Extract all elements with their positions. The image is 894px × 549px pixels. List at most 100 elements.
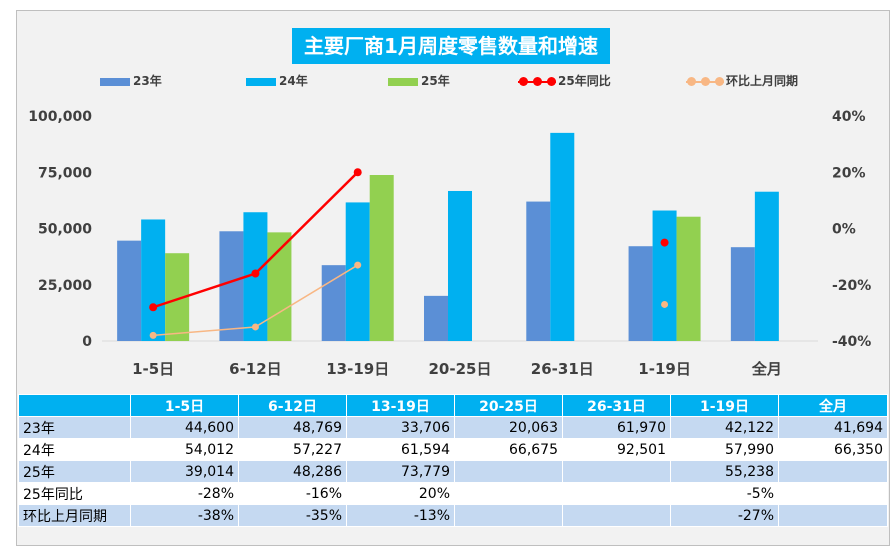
table-cell: 92,501 bbox=[562, 438, 671, 461]
bar-24年-全月 bbox=[754, 191, 779, 341]
bar-25年-13-19日 bbox=[369, 174, 394, 341]
table-cell: 48,769 bbox=[238, 416, 347, 439]
table-cell bbox=[454, 504, 563, 527]
table-row-label: 23年 bbox=[18, 416, 131, 439]
table-cell: 42,122 bbox=[670, 416, 779, 439]
legend-item-23: 23年 bbox=[100, 72, 162, 90]
y-left-tick-label: 50,000 bbox=[38, 222, 92, 238]
table-row: 23年 44,600 48,769 33,706 20,063 61,970 4… bbox=[18, 416, 888, 439]
bar-23年-1-19日 bbox=[628, 246, 653, 341]
table-cell: 41,694 bbox=[778, 416, 888, 439]
table-cell: 66,350 bbox=[778, 438, 888, 461]
y-right-tick-label: 0% bbox=[832, 222, 856, 238]
legend-swatch-yoy bbox=[518, 76, 556, 87]
point-环比上月同期-1-5日 bbox=[149, 331, 157, 339]
bar-23年-20-25日 bbox=[424, 295, 448, 341]
bar-23年-全月 bbox=[730, 247, 755, 341]
legend-label-23: 23年 bbox=[133, 74, 162, 88]
table-row-label: 25年同比 bbox=[18, 482, 131, 505]
table-row-label: 环比上月同期 bbox=[18, 504, 131, 527]
table-cell bbox=[778, 460, 888, 483]
legend-swatch-23 bbox=[100, 77, 130, 86]
table-cell bbox=[778, 482, 888, 505]
y-right-tick-label: -40% bbox=[832, 334, 871, 350]
table-header-row: 1-5日 6-12日 13-19日 20-25日 26-31日 1-19日 全月 bbox=[18, 394, 888, 417]
table-header-cell: 6-12日 bbox=[238, 394, 347, 417]
chart-title: 主要厂商1月周度零售数量和增速 bbox=[292, 28, 610, 64]
table-row: 24年 54,012 57,227 61,594 66,675 92,501 5… bbox=[18, 438, 888, 461]
y-left-tick-label: 25,000 bbox=[38, 278, 92, 294]
point-环比上月同期-6-12日 bbox=[251, 323, 259, 331]
point-25年同比-13-19日 bbox=[353, 168, 362, 177]
legend-label-24: 24年 bbox=[279, 74, 308, 88]
legend-swatch-mom bbox=[686, 76, 724, 87]
table-row: 25年 39,014 48,286 73,779 55,238 bbox=[18, 460, 888, 483]
legend-label-25: 25年 bbox=[421, 74, 450, 88]
table-cell bbox=[778, 504, 888, 527]
table-row: 环比上月同期 -38% -35% -13% -27% bbox=[18, 504, 888, 527]
table-cell: -35% bbox=[238, 504, 347, 527]
point-环比上月同期-1-19日 bbox=[661, 300, 669, 308]
bar-24年-1-5日 bbox=[141, 219, 166, 341]
table-cell bbox=[562, 482, 671, 505]
x-tick-label: 26-31日 bbox=[531, 360, 594, 378]
table-cell: -38% bbox=[130, 504, 239, 527]
bar-23年-1-5日 bbox=[117, 240, 142, 341]
table-cell: 48,286 bbox=[238, 460, 347, 483]
table-cell bbox=[454, 482, 563, 505]
x-tick-label: 20-25日 bbox=[429, 360, 492, 378]
bar-23年-6-12日 bbox=[219, 231, 244, 341]
bar-24年-1-19日 bbox=[652, 210, 677, 341]
table-row-label: 25年 bbox=[18, 460, 131, 483]
y-left-tick-label: 100,000 bbox=[28, 109, 92, 125]
table-header-cell: 全月 bbox=[778, 394, 888, 417]
legend-swatch-24 bbox=[246, 77, 276, 86]
bar-23年-26-31日 bbox=[526, 201, 551, 341]
table-cell bbox=[562, 504, 671, 527]
x-tick-label: 13-19日 bbox=[326, 360, 389, 378]
bar-25年-1-19日 bbox=[676, 216, 701, 341]
legend-item-mom: 环比上月同期 bbox=[686, 72, 798, 90]
table-cell: 55,238 bbox=[670, 460, 779, 483]
y-left-tick-label: 75,000 bbox=[38, 165, 92, 181]
table-cell: 20% bbox=[346, 482, 455, 505]
bar-24年-26-31日 bbox=[550, 132, 575, 341]
table-cell: 54,012 bbox=[130, 438, 239, 461]
table-cell: -5% bbox=[670, 482, 779, 505]
table-cell bbox=[454, 460, 563, 483]
table-header-cell: 1-19日 bbox=[670, 394, 779, 417]
y-right-tick-label: -20% bbox=[832, 278, 871, 294]
table-row-label: 24年 bbox=[18, 438, 131, 461]
bar-24年-13-19日 bbox=[345, 202, 370, 341]
table-cell: 66,675 bbox=[454, 438, 563, 461]
table-cell: 57,227 bbox=[238, 438, 347, 461]
table-header-cell: 13-19日 bbox=[346, 394, 455, 417]
point-环比上月同期-13-19日 bbox=[354, 261, 362, 269]
y-right-tick-label: 20% bbox=[832, 165, 866, 181]
legend-item-24: 24年 bbox=[246, 72, 308, 90]
y-left-tick-label: 0 bbox=[82, 334, 92, 350]
legend-item-yoy: 25年同比 bbox=[518, 72, 611, 90]
table-header-cell: 26-31日 bbox=[562, 394, 671, 417]
x-tick-label: 6-12日 bbox=[229, 360, 282, 378]
point-25年同比-1-5日 bbox=[149, 303, 158, 312]
bar-23年-13-19日 bbox=[321, 265, 346, 341]
x-tick-label: 1-5日 bbox=[132, 360, 174, 378]
x-tick-label: 1-19日 bbox=[638, 360, 691, 378]
table-cell: 33,706 bbox=[346, 416, 455, 439]
table-header-cell: 1-5日 bbox=[130, 394, 239, 417]
table-cell: -16% bbox=[238, 482, 347, 505]
table-header-corner bbox=[18, 394, 131, 417]
table-cell: 44,600 bbox=[130, 416, 239, 439]
table-header-cell: 20-25日 bbox=[454, 394, 563, 417]
table-cell: 61,594 bbox=[346, 438, 455, 461]
bar-24年-20-25日 bbox=[448, 190, 472, 341]
table-cell: 73,779 bbox=[346, 460, 455, 483]
table-cell: -27% bbox=[670, 504, 779, 527]
table-cell: -28% bbox=[130, 482, 239, 505]
legend-item-25: 25年 bbox=[388, 72, 450, 90]
legend-swatch-25 bbox=[388, 77, 418, 86]
table-cell bbox=[562, 460, 671, 483]
table-cell: 20,063 bbox=[454, 416, 563, 439]
